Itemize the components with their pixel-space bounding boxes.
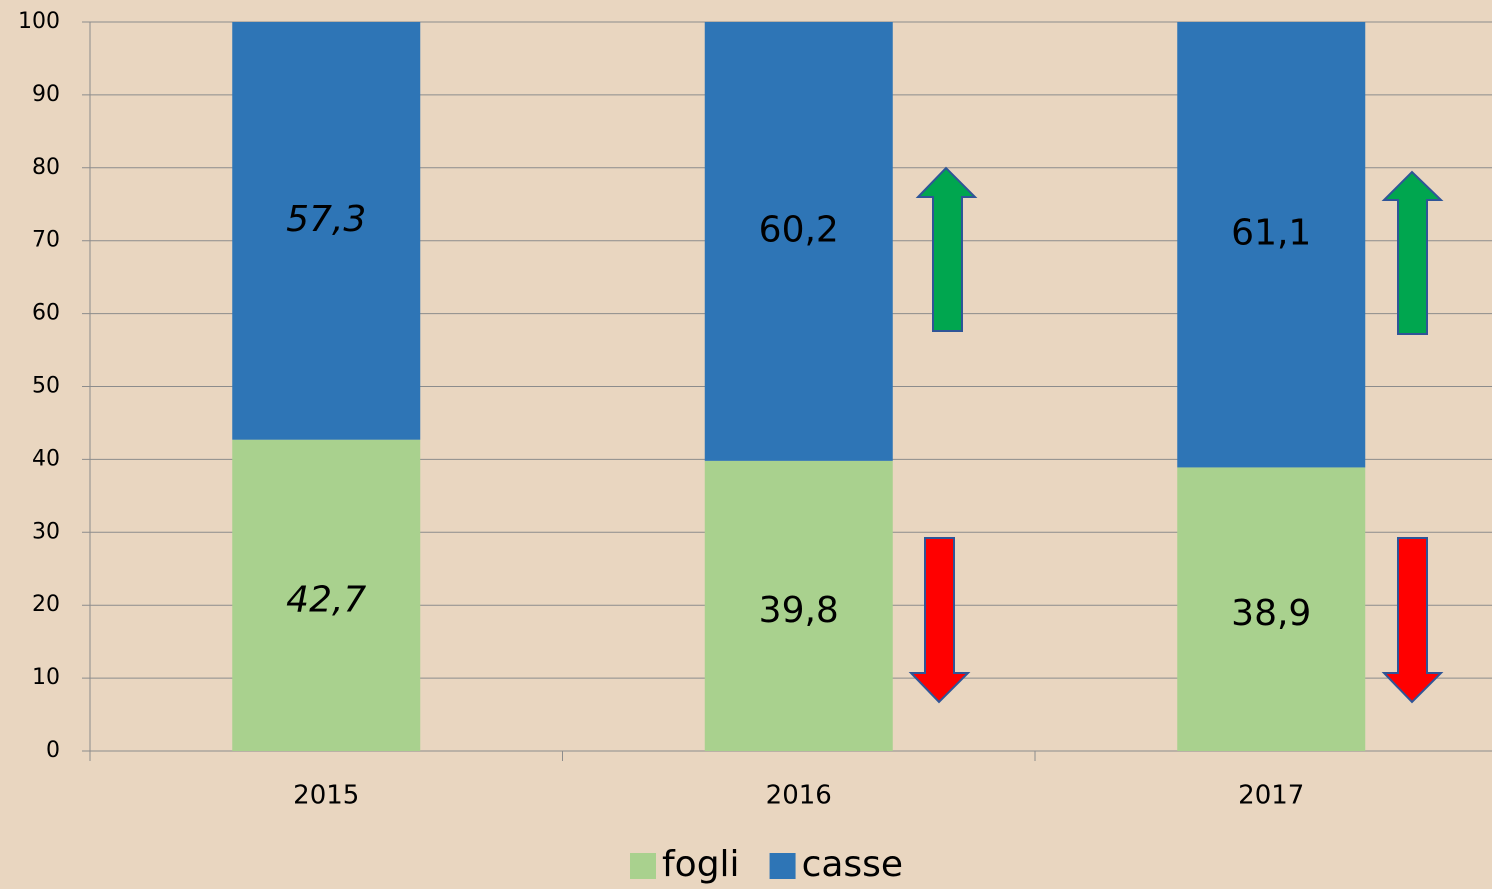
up-arrow <box>1381 170 1444 335</box>
bar-segment <box>704 460 893 751</box>
bar-segment <box>232 439 421 751</box>
y-tick-label: 100 <box>18 9 60 34</box>
down-arrow <box>1381 537 1444 704</box>
legend-swatch <box>769 853 796 879</box>
bar-segment <box>232 22 421 440</box>
legend-swatch <box>630 853 656 879</box>
legend-label: casse <box>802 844 904 885</box>
data-label: 38,9 <box>1231 593 1311 634</box>
down-arrow <box>908 537 971 704</box>
y-tick-label: 60 <box>32 301 60 326</box>
data-label: 60,2 <box>759 209 839 250</box>
x-tick-label: 2017 <box>1238 781 1304 811</box>
y-tick-label: 90 <box>32 82 60 107</box>
bar-segment <box>1177 22 1366 468</box>
data-label: 57,3 <box>286 199 366 240</box>
y-tick-label: 20 <box>32 592 60 617</box>
y-tick-label: 50 <box>32 374 60 399</box>
bar-segment <box>1177 467 1366 751</box>
y-tick-label: 80 <box>32 155 60 180</box>
x-tick-label: 2016 <box>766 781 832 811</box>
data-label: 39,8 <box>759 590 839 631</box>
legend-label: fogli <box>662 844 740 885</box>
data-label: 61,1 <box>1231 213 1311 254</box>
y-tick-label: 40 <box>32 446 60 471</box>
y-tick-label: 10 <box>32 665 60 690</box>
bar-segment <box>704 22 893 461</box>
y-tick-label: 30 <box>32 519 60 544</box>
y-tick-label: 70 <box>32 228 60 253</box>
plot-area: 0 10 20 30 40 50 60 70 80 90 100 2015 42,7 57,3 2016 39… <box>18 9 1492 885</box>
data-label: 42,7 <box>286 579 366 620</box>
x-tick-label: 2015 <box>293 781 359 811</box>
up-arrow <box>915 166 978 332</box>
y-tick-label: 0 <box>46 738 60 763</box>
